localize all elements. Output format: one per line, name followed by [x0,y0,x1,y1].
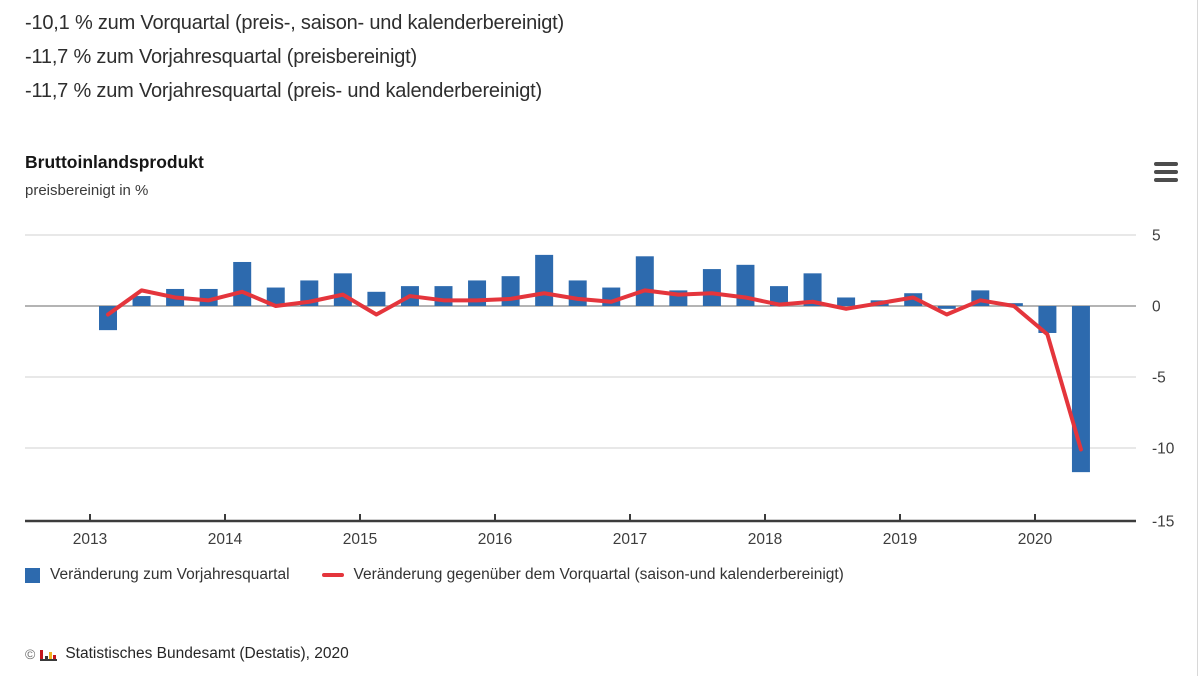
gdp-bar [266,287,285,306]
gdp-bar [770,286,788,306]
gdp-bar [233,261,252,306]
copyright-symbol: © [25,646,36,662]
hamburger-bar [1154,170,1178,174]
x-axis-tick-label: 2020 [1018,531,1053,548]
gdp-bar [434,286,453,306]
line-series-swatch-icon [321,573,344,577]
gdp-bar [535,254,554,306]
gdp-bar [501,276,520,306]
hamburger-menu-icon[interactable] [1154,162,1179,182]
x-axis-tick-label: 2015 [343,531,377,548]
gdp-bar [937,306,956,309]
x-axis-tick-label: 2018 [748,531,782,548]
gdp-bar [837,297,856,306]
y-axis-tick-label: 0 [1152,299,1161,316]
source-line: © Statistisches Bundesamt (Destatis), 20… [25,645,349,663]
chart-subtitle: preisbereinigt in % [25,182,149,199]
gdp-bar [132,296,151,306]
hamburger-bar [1154,162,1178,166]
gdp-bar [702,269,721,306]
y-axis-tick-label: -15 [1152,514,1174,531]
gdp-bar [1038,306,1057,333]
legend-label: Veränderung gegenüber dem Vorquartal (sa… [353,566,844,583]
destatis-logo-icon [40,648,59,661]
x-axis-tick-label: 2013 [73,531,107,548]
x-axis-tick-label: 2019 [883,531,917,548]
page-edge-line [1197,0,1198,676]
gdp-bar [803,273,822,306]
headline-block: -10,1 % zum Vorquartal (preis-, saison- … [25,6,564,108]
x-axis-tick-label: 2017 [613,531,647,548]
chart-title: Bruttoinlandsprodukt [25,152,204,172]
gdp-chart-canvas: 5 0 -5 -10 -15 2013 2014 2015 2016 2017 2018 2019 20… [25,228,1175,548]
y-axis-tick-label: 5 [1152,228,1161,245]
x-axis-tick-label: 2016 [478,531,512,548]
hamburger-bar [1154,178,1178,182]
quarterly-change-line [106,288,1083,452]
headline-vorquartal: -10,1 % zum Vorquartal (preis-, saison- … [25,12,564,34]
gdp-bar [635,256,654,306]
bar-series-swatch-icon [25,567,40,583]
gdp-bar [333,273,352,306]
headline-vorjahresquartal-preis: -11,7 % zum Vorjahresquartal (preisberei… [25,46,417,68]
x-axis-tick-label: 2014 [208,531,243,548]
legend-item-vorjahresquartal[interactable]: Veränderung zum Vorjahresquartal [25,566,290,584]
y-axis-tick-label: -10 [1152,441,1175,458]
chart-legend: Veränderung zum Vorjahresquartal Verände… [25,566,844,584]
legend-label: Veränderung zum Vorjahresquartal [50,566,290,583]
gdp-bar [367,291,386,306]
source-text: Statistisches Bundesamt (Destatis), 2020 [65,645,349,662]
gdp-bar [568,280,587,306]
y-axis-tick-label: -5 [1152,370,1166,387]
legend-item-vorquartal[interactable]: Veränderung gegenüber dem Vorquartal (sa… [321,566,844,584]
headline-vorjahresquartal-kalender: -11,7 % zum Vorjahresquartal (preis- und… [25,80,542,102]
